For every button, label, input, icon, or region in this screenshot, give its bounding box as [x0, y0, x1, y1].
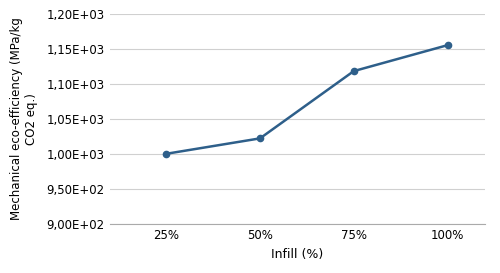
- X-axis label: Infill (%): Infill (%): [272, 248, 324, 261]
- Y-axis label: Mechanical eco-efficiency (MPa/kg
CO2 eq.): Mechanical eco-efficiency (MPa/kg CO2 eq…: [10, 17, 38, 220]
